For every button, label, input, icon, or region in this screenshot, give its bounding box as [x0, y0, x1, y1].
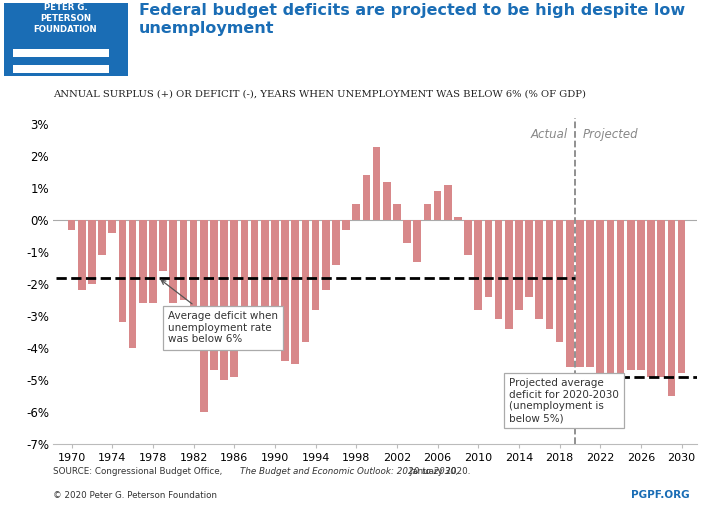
- Bar: [312, 220, 319, 310]
- Bar: [515, 220, 523, 310]
- Bar: [190, 220, 198, 345]
- Bar: [109, 220, 116, 233]
- Bar: [668, 220, 675, 396]
- Bar: [129, 220, 137, 348]
- Bar: [413, 220, 421, 262]
- Bar: [444, 185, 451, 220]
- Bar: [525, 220, 533, 297]
- Bar: [627, 220, 634, 370]
- Bar: [271, 220, 279, 339]
- Bar: [434, 191, 442, 220]
- Text: The Budget and Economic Outlook: 2020 to 2030,: The Budget and Economic Outlook: 2020 to…: [240, 467, 459, 476]
- Bar: [485, 220, 492, 297]
- Bar: [464, 220, 472, 255]
- Bar: [616, 220, 624, 377]
- Bar: [169, 220, 177, 303]
- Bar: [454, 217, 461, 220]
- Bar: [373, 147, 380, 220]
- FancyBboxPatch shape: [13, 49, 109, 73]
- Text: Projected average
deficit for 2020-2030
(unemployment is
below 5%): Projected average deficit for 2020-2030 …: [509, 378, 619, 423]
- Bar: [332, 220, 340, 265]
- FancyBboxPatch shape: [13, 57, 109, 65]
- Bar: [159, 220, 167, 271]
- Bar: [210, 220, 218, 370]
- Bar: [68, 220, 75, 230]
- Text: SOURCE: Congressional Budget Office,: SOURCE: Congressional Budget Office,: [53, 467, 225, 476]
- Bar: [647, 220, 655, 377]
- Bar: [474, 220, 482, 310]
- Bar: [637, 220, 645, 370]
- Bar: [495, 220, 503, 319]
- Bar: [353, 204, 360, 220]
- Text: Actual: Actual: [530, 128, 567, 141]
- Bar: [119, 220, 127, 322]
- Bar: [606, 220, 614, 377]
- Bar: [180, 220, 187, 300]
- Bar: [282, 220, 289, 361]
- Bar: [658, 220, 665, 377]
- Bar: [78, 220, 85, 290]
- Text: Average deficit when
unemployment rate
was below 6%: Average deficit when unemployment rate w…: [161, 280, 278, 344]
- Text: Projected: Projected: [583, 128, 638, 141]
- Bar: [393, 204, 401, 220]
- Bar: [261, 220, 269, 310]
- Bar: [322, 220, 330, 290]
- Bar: [576, 220, 584, 367]
- Bar: [535, 220, 543, 319]
- Bar: [545, 220, 553, 329]
- Bar: [98, 220, 106, 255]
- Bar: [301, 220, 309, 342]
- Text: Federal budget deficits are projected to be high despite low
unemployment: Federal budget deficits are projected to…: [139, 3, 685, 36]
- Bar: [556, 220, 563, 342]
- Text: © 2020 Peter G. Peterson Foundation: © 2020 Peter G. Peterson Foundation: [53, 491, 218, 500]
- Bar: [587, 220, 594, 367]
- Text: January 2020.: January 2020.: [407, 467, 471, 476]
- FancyBboxPatch shape: [4, 3, 128, 76]
- Bar: [566, 220, 574, 367]
- Bar: [292, 220, 299, 364]
- Bar: [678, 220, 685, 373]
- Bar: [200, 220, 208, 412]
- Bar: [240, 220, 248, 322]
- Bar: [220, 220, 228, 380]
- Bar: [403, 220, 411, 243]
- Bar: [149, 220, 156, 303]
- Bar: [505, 220, 513, 329]
- Bar: [342, 220, 350, 230]
- Text: PETER G.
PETERSON
FOUNDATION: PETER G. PETERSON FOUNDATION: [33, 3, 97, 34]
- Bar: [383, 182, 390, 220]
- Text: PGPF.ORG: PGPF.ORG: [631, 490, 690, 500]
- Bar: [424, 204, 431, 220]
- Bar: [251, 220, 258, 316]
- Bar: [230, 220, 238, 377]
- Bar: [139, 220, 146, 303]
- Bar: [597, 220, 604, 377]
- Text: ANNUAL SURPLUS (+) OR DEFICIT (-), YEARS WHEN UNEMPLOYMENT WAS BELOW 6% (% OF GD: ANNUAL SURPLUS (+) OR DEFICIT (-), YEARS…: [53, 89, 587, 98]
- Bar: [88, 220, 96, 284]
- Bar: [363, 175, 370, 220]
